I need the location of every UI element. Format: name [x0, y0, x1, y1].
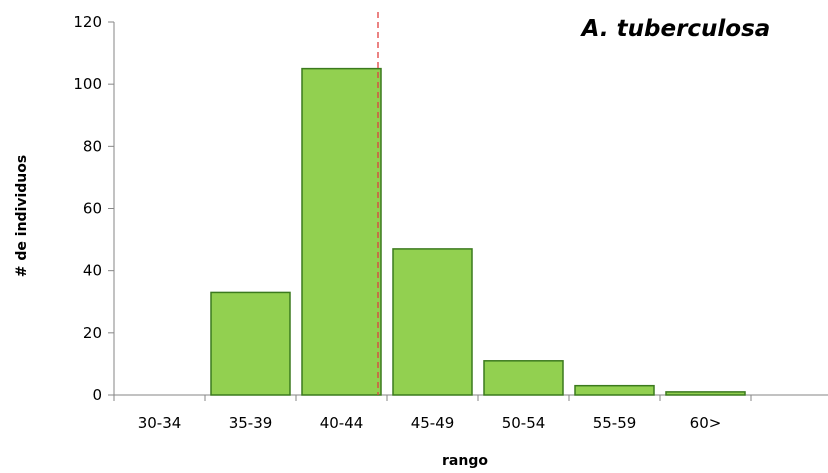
bar-45-49	[392, 248, 473, 396]
x-axis: 30-34 35-39 40-44 45-49 50-54 55-59 60>	[113, 394, 828, 432]
x-tick-label: 55-59	[593, 414, 637, 432]
bar-40-44	[301, 67, 382, 396]
x-tick-label: 30-34	[138, 414, 182, 432]
bar-60>	[665, 391, 746, 396]
x-tick-label: 40-44	[320, 414, 364, 432]
y-tick-label: 100	[73, 75, 102, 93]
bar-50-54	[483, 360, 564, 396]
x-tick-label: 60>	[690, 414, 722, 432]
y-tick-label: 60	[83, 200, 102, 218]
x-tick-label: 45-49	[411, 414, 455, 432]
bars	[210, 67, 746, 396]
y-tick-label: 20	[83, 324, 102, 342]
x-tick-label: 50-54	[502, 414, 546, 432]
y-tick-label: 40	[83, 262, 102, 280]
y-axis: 0 20 40 60 80 100 120	[73, 13, 115, 404]
y-tick-label: 0	[92, 386, 102, 404]
chart-title: A. tuberculosa	[580, 16, 771, 42]
bar-55-59	[574, 384, 655, 396]
y-axis-title: # de individuos	[14, 155, 30, 277]
y-tick-label: 80	[83, 137, 102, 155]
bar-35-39	[210, 291, 291, 396]
x-tick-label: 35-39	[229, 414, 273, 432]
x-axis-title: rango	[442, 453, 488, 469]
y-tick-label: 120	[73, 13, 102, 31]
